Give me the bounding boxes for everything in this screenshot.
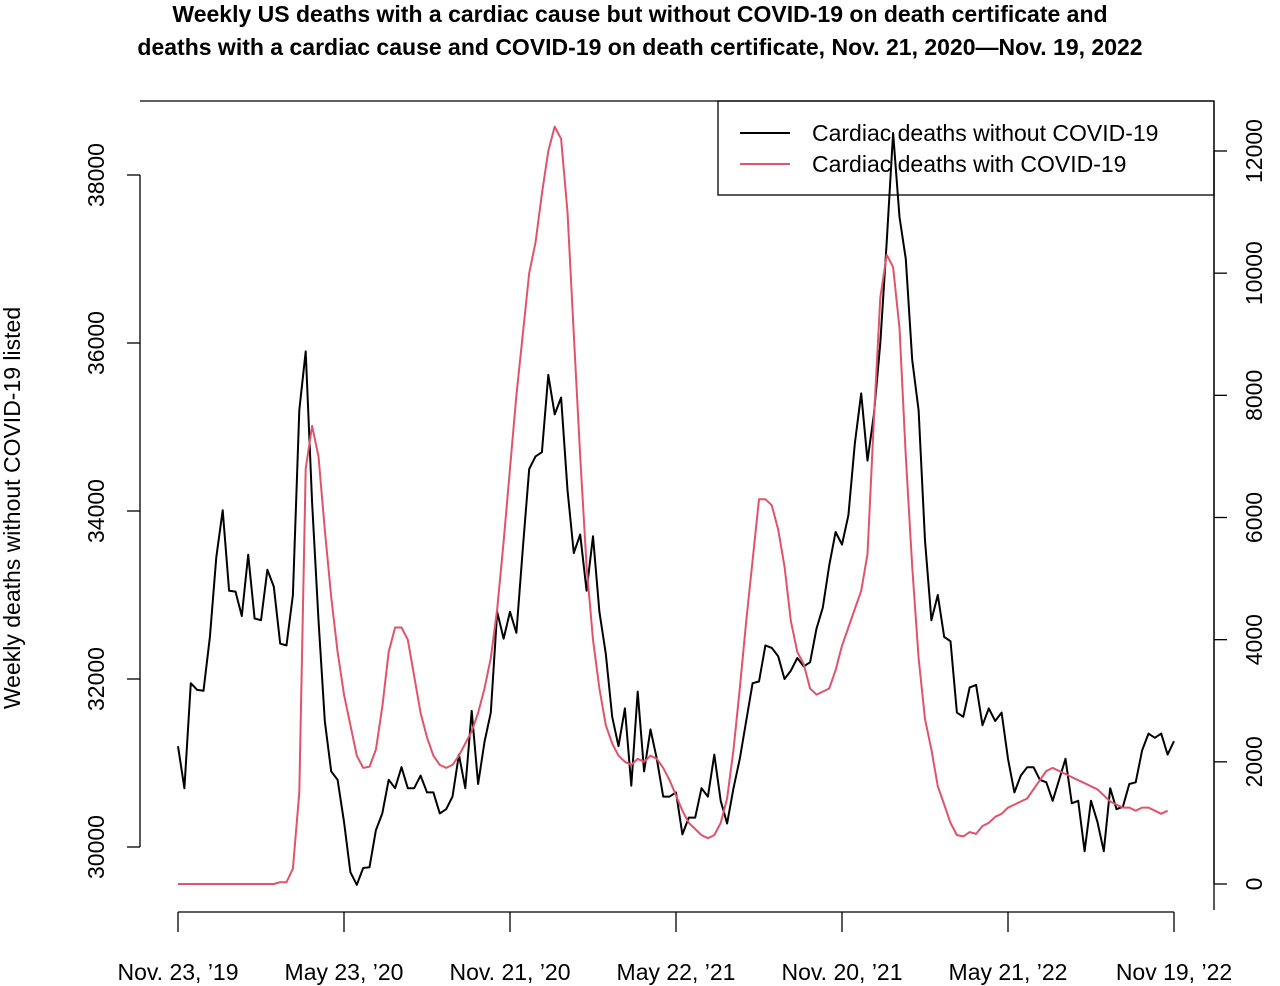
x-tick-label: Nov. 20, ’21 (781, 959, 902, 985)
legend-box (717, 100, 1215, 196)
legend-label: Cardiac deaths without COVID-19 (812, 120, 1158, 146)
y-axis-label: Weekly deaths without COVID-19 listed (0, 307, 25, 709)
plot-area (140, 100, 1215, 910)
left-tick-label: 38000 (83, 143, 109, 207)
right-tick-label: 8000 (1241, 370, 1267, 421)
left-tick-label: 36000 (83, 311, 109, 375)
x-tick-label: Nov. 21, ’20 (449, 959, 570, 985)
right-tick-label: 2000 (1241, 736, 1267, 787)
right-tick-label: 6000 (1241, 492, 1267, 543)
left-tick-label: 34000 (83, 479, 109, 543)
right-tick-label: 12000 (1241, 119, 1267, 183)
series-line-without-covid (177, 132, 1175, 886)
legend: Cardiac deaths without COVID-19 Cardiac d… (717, 100, 1215, 196)
x-tick-label: May 21, ’22 (949, 959, 1068, 985)
chart-title-line-2: deaths with a cardiac cause and COVID-19… (137, 34, 1143, 60)
right-y-axis: 0 2000 4000 6000 8000 10000 12000 (1213, 119, 1267, 891)
x-tick-label: Nov 19, ’22 (1116, 959, 1232, 985)
series-line-with-covid (178, 125, 1169, 885)
right-tick-label: 4000 (1241, 614, 1267, 665)
x-tick-label: May 23, ’20 (285, 959, 404, 985)
legend-label: Cardiac deaths with COVID-19 (812, 151, 1126, 177)
left-tick-label: 30000 (83, 815, 109, 879)
series-layer (177, 125, 1175, 886)
left-tick-label: 32000 (83, 647, 109, 711)
x-tick-label: May 22, ’21 (617, 959, 736, 985)
x-axis: Nov. 23, ’19 May 23, ’20 Nov. 21, ’20 May 2… (117, 911, 1232, 985)
chart-title-line-1: Weekly US deaths with a cardiac cause bu… (172, 1, 1108, 27)
right-tick-label: 10000 (1241, 241, 1267, 305)
right-tick-label: 0 (1241, 878, 1267, 891)
left-y-axis: 30000 32000 34000 36000 38000 (83, 143, 141, 879)
x-tick-label: Nov. 23, ’19 (117, 959, 238, 985)
